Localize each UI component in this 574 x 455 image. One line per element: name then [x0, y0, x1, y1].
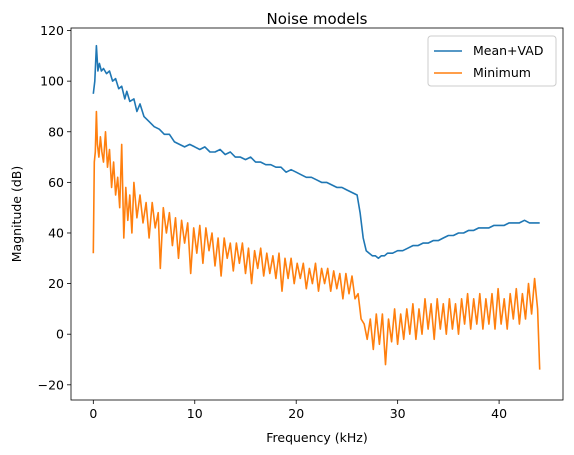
- chart-title: Noise models: [267, 10, 368, 28]
- y-tick-label: 20: [48, 276, 64, 291]
- y-axis-label: Magnitude (dB): [9, 166, 24, 262]
- y-tick-label: 100: [40, 74, 64, 89]
- x-tick-label: 20: [288, 406, 304, 421]
- y-tick-label: −20: [38, 377, 64, 392]
- series-line-minimum: [92, 110, 541, 370]
- y-tick-label: 0: [56, 327, 64, 342]
- y-tick-label: 60: [48, 175, 64, 190]
- legend-label-minimum: Minimum: [473, 65, 531, 80]
- x-tick-label: 40: [491, 406, 507, 421]
- series-line-mean-vad: [92, 44, 540, 260]
- x-tick-label: 30: [390, 406, 406, 421]
- x-axis: 0 10 20 30 40: [89, 400, 507, 421]
- x-tick-label: 10: [187, 406, 203, 421]
- x-tick-label: 0: [89, 406, 97, 421]
- y-tick-label: 80: [48, 124, 64, 139]
- legend: Mean+VAD Minimum: [427, 35, 557, 87]
- x-axis-label: Frequency (kHz): [266, 430, 368, 445]
- y-tick-label: 120: [40, 23, 64, 38]
- plot-area: [92, 44, 541, 370]
- y-tick-label: 40: [48, 225, 64, 240]
- axes-frame: [70, 27, 564, 401]
- y-axis: −20 0 20 40 60 80 100 120: [38, 23, 71, 392]
- legend-label-mean-vad: Mean+VAD: [473, 43, 543, 58]
